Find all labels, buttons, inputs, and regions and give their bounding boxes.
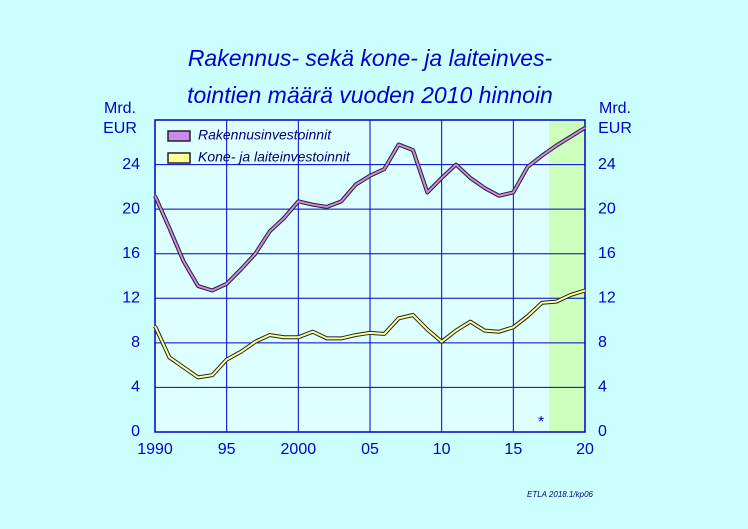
y2-tick-label: 12 <box>598 290 616 307</box>
y2-tick-label: 16 <box>598 245 616 262</box>
plot-frame <box>154 119 586 433</box>
x-tick-label: 15 <box>504 441 522 458</box>
y2-tick-label: 4 <box>598 379 607 396</box>
y-tick-label: 12 <box>122 290 140 307</box>
chart-title: tointien määrä vuoden 2010 hinnoin <box>187 82 553 108</box>
series-line <box>154 289 586 379</box>
y-axis-label: EUR <box>103 120 137 137</box>
x-tick-label: 2000 <box>281 441 317 458</box>
chart-title: Rakennus- sekä kone- ja laiteinves- <box>188 45 553 71</box>
forecast-area <box>549 120 585 432</box>
x-tick-label: 10 <box>433 441 451 458</box>
y2-tick-label: 20 <box>598 200 616 217</box>
y2-tick-label: 8 <box>598 334 607 351</box>
y2-axis-label: Mrd. <box>599 100 631 117</box>
y-tick-label: 24 <box>122 156 140 173</box>
legend-swatch <box>167 130 191 142</box>
y-axis-label: Mrd. <box>104 100 136 117</box>
x-tick-label: 20 <box>576 441 594 458</box>
x-tick-label: 05 <box>361 441 379 458</box>
y-tick-label: 4 <box>131 379 140 396</box>
y-tick-label: 20 <box>122 200 140 217</box>
y2-tick-label: 0 <box>598 423 607 440</box>
legend-label: Rakennusinvestoinnit <box>198 127 332 143</box>
y2-tick-label: 24 <box>598 156 616 173</box>
y-tick-label: 16 <box>122 245 140 262</box>
forecast-marker: * <box>538 414 544 431</box>
series-line <box>154 126 586 292</box>
x-tick-label: 1990 <box>137 441 173 458</box>
legend-swatch <box>167 152 191 164</box>
y2-axis-label: EUR <box>598 120 632 137</box>
source-note: ETLA 2018.1/kp06 <box>527 490 594 499</box>
y-tick-label: 8 <box>131 334 140 351</box>
legend-label: Kone- ja laiteinvestoinnit <box>198 149 351 165</box>
y-tick-label: 0 <box>131 423 140 440</box>
x-tick-label: 95 <box>218 441 236 458</box>
